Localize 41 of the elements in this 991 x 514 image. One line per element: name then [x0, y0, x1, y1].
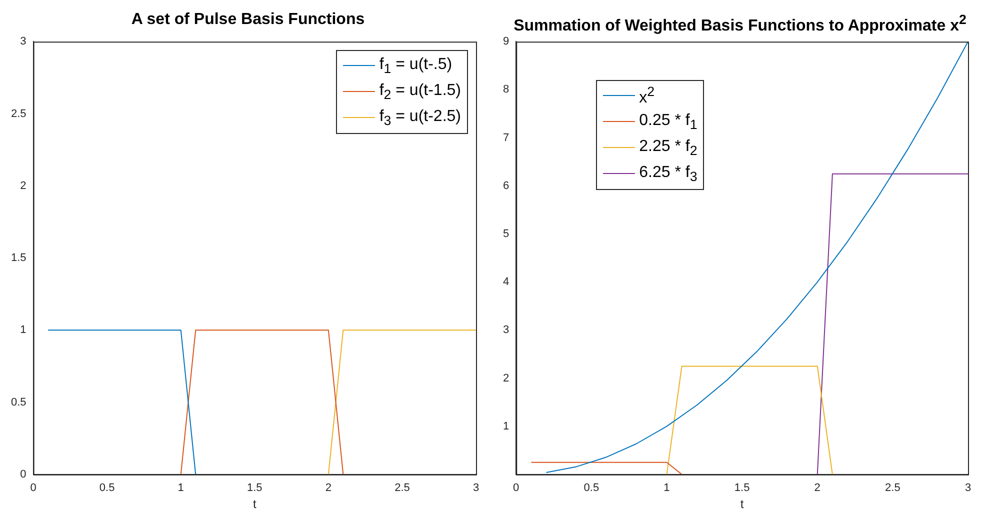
x-tick-label: 3	[472, 482, 480, 494]
legend-label: 2.25 * f$_{2}$	[639, 138, 698, 158]
x-axis-title: t	[740, 497, 744, 512]
x-tick-label: 1.5	[734, 482, 750, 494]
y-tick-label: 7	[502, 132, 510, 144]
y-tick-label: 3	[502, 324, 510, 336]
y-tick-label: 0	[20, 468, 26, 480]
y-tick-label: 4	[502, 276, 510, 288]
y-tick-label: 1	[20, 324, 26, 336]
x-tick-label: 2.5	[885, 482, 900, 494]
chart-title: Summation of Weighted Basis Functions to Approximate x$^{2}$	[512, 11, 968, 34]
legend-label: f$_{1}$ = u(t-.5)	[379, 56, 452, 76]
legend-label: f$_{3}$ = u(t-2.5)	[379, 108, 461, 128]
y-tick-label: 2	[502, 372, 510, 384]
x-tick-label: 2	[325, 482, 332, 494]
x-axis-title: t	[252, 497, 257, 512]
legend-label: x$^{2}$	[639, 84, 655, 108]
y-tick-label: 5	[502, 228, 510, 240]
x-tick-label: 0.5	[99, 482, 115, 494]
legend-label: 6.25 * f$_{3}$	[639, 164, 698, 184]
x-tick-label: 0	[30, 482, 36, 494]
y-tick-label: 0.5	[10, 396, 26, 408]
x-tick-label: 2.5	[394, 482, 410, 494]
chart-title: A set of Pulse Basis Functions	[130, 10, 366, 30]
y-tick-label: 1	[502, 420, 510, 432]
x-tick-label: 2	[814, 482, 820, 494]
y-tick-label: 8	[502, 84, 510, 96]
y-tick-label: 9	[502, 36, 510, 48]
y-tick-label: 6	[502, 180, 510, 192]
x-tick-label: 0	[513, 482, 520, 494]
x-tick-label: 1	[664, 482, 670, 494]
y-tick-label: 1.5	[10, 252, 26, 264]
legend-label: f$_{2}$ = u(t-1.5)	[379, 82, 461, 102]
x-tick-label: 1	[178, 482, 184, 494]
x-tick-label: 0.5	[584, 482, 600, 494]
legend-label: 0.25 * f$_{1}$	[639, 112, 698, 132]
x-tick-label: 1.5	[246, 482, 262, 494]
y-tick-label: 3	[20, 36, 26, 48]
x-tick-label: 3	[964, 482, 972, 494]
y-tick-label: 2.5	[10, 108, 26, 120]
y-tick-label: 2	[20, 180, 26, 192]
